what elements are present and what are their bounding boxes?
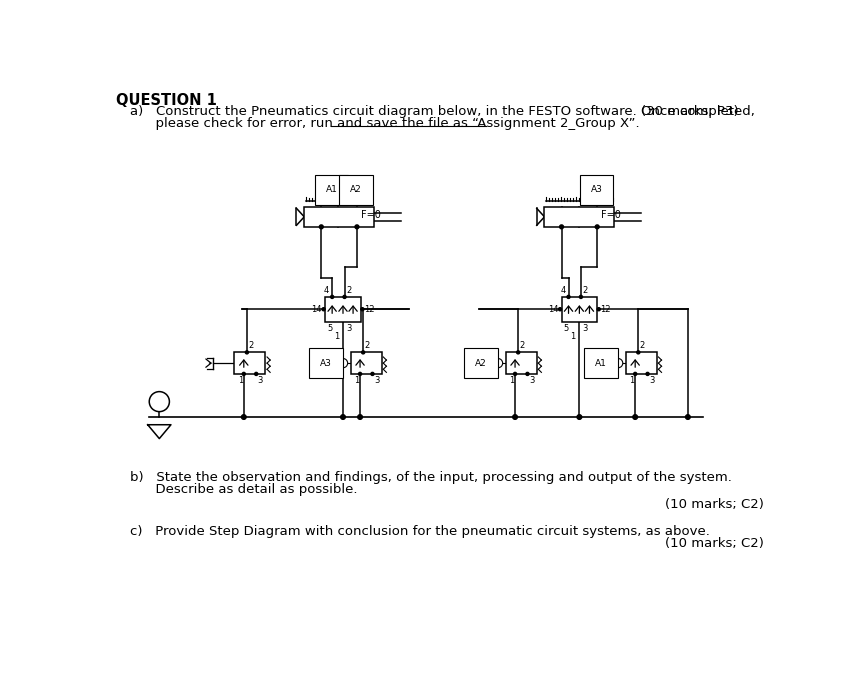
Circle shape [343, 295, 346, 298]
Text: 4: 4 [324, 286, 329, 295]
Text: 1: 1 [334, 332, 339, 341]
Text: 2: 2 [519, 341, 524, 350]
Circle shape [360, 308, 364, 311]
Bar [544, 207, 613, 227]
Circle shape [242, 372, 245, 376]
Text: (10 marks; C2): (10 marks; C2) [664, 498, 763, 511]
Text: please check for error, run and save the file as “Assignment 2_Group X”.: please check for error, run and save the… [130, 117, 639, 130]
Circle shape [512, 415, 517, 419]
Bar [625, 352, 656, 374]
Text: A2: A2 [475, 358, 486, 367]
Text: 1: 1 [629, 376, 634, 385]
Circle shape [357, 415, 362, 419]
Circle shape [685, 415, 689, 419]
Text: A1: A1 [325, 185, 337, 194]
Circle shape [492, 358, 502, 368]
Circle shape [322, 308, 325, 311]
Circle shape [371, 372, 373, 376]
Circle shape [576, 415, 581, 419]
Circle shape [595, 225, 598, 228]
Text: 1: 1 [570, 332, 575, 341]
Circle shape [632, 415, 636, 419]
Circle shape [596, 308, 600, 311]
Text: 14: 14 [311, 305, 322, 314]
Circle shape [513, 372, 516, 376]
Circle shape [241, 415, 246, 419]
Circle shape [319, 225, 323, 228]
Text: a)   Construct the Pneumatics circuit diagram below, in the FESTO software. Once: a) Construct the Pneumatics circuit diag… [130, 105, 754, 118]
Text: 3: 3 [346, 324, 351, 333]
Circle shape [331, 295, 333, 298]
Circle shape [645, 372, 648, 376]
Bar [304, 207, 373, 227]
Circle shape [361, 351, 365, 354]
Bar [561, 297, 596, 321]
Text: 2: 2 [365, 341, 370, 350]
Circle shape [526, 372, 528, 376]
Text: QUESTION 1: QUESTION 1 [116, 93, 216, 108]
Bar [234, 352, 265, 374]
Circle shape [558, 308, 561, 311]
Text: A3: A3 [320, 358, 331, 367]
Text: 12: 12 [364, 305, 374, 314]
Circle shape [354, 225, 359, 228]
Text: 2: 2 [582, 286, 587, 295]
Text: 5: 5 [563, 324, 568, 333]
Circle shape [338, 358, 348, 368]
Text: A3: A3 [590, 185, 602, 194]
Circle shape [340, 415, 345, 419]
Text: 1: 1 [354, 376, 360, 385]
Text: (10 marks; C2): (10 marks; C2) [664, 537, 763, 550]
Text: b)   State the observation and findings, of the input, processing and output of : b) State the observation and findings, o… [130, 471, 731, 484]
Circle shape [255, 372, 257, 376]
Bar [505, 352, 536, 374]
Circle shape [567, 295, 569, 298]
Text: 2: 2 [639, 341, 644, 350]
Text: 3: 3 [582, 324, 587, 333]
Circle shape [149, 392, 170, 412]
Text: Describe as detail as possible.: Describe as detail as possible. [130, 484, 357, 497]
Circle shape [245, 351, 248, 354]
Bar [350, 352, 382, 374]
Text: 5: 5 [327, 324, 332, 333]
Text: 2: 2 [248, 341, 253, 350]
Circle shape [358, 372, 361, 376]
Text: 12: 12 [600, 305, 610, 314]
Text: 3: 3 [648, 376, 653, 385]
Text: F=0: F=0 [601, 210, 620, 220]
Text: A1: A1 [595, 358, 607, 367]
Circle shape [636, 351, 639, 354]
Bar [325, 297, 360, 321]
Text: 1: 1 [238, 376, 243, 385]
Text: 3: 3 [373, 376, 379, 385]
Text: 3: 3 [528, 376, 533, 385]
Text: 4: 4 [560, 286, 565, 295]
Circle shape [633, 372, 636, 376]
Text: (30 marks; P3): (30 marks; P3) [641, 105, 738, 118]
Circle shape [559, 225, 563, 228]
Text: c)   Provide Step Diagram with conclusion for the pneumatic circuit systems, as : c) Provide Step Diagram with conclusion … [130, 525, 709, 538]
Text: 3: 3 [257, 376, 262, 385]
Text: A2: A2 [350, 185, 361, 194]
Circle shape [613, 358, 622, 368]
Circle shape [579, 295, 582, 298]
Text: 1: 1 [509, 376, 514, 385]
Text: 2: 2 [346, 286, 351, 295]
Text: F=0: F=0 [360, 210, 380, 220]
Circle shape [516, 351, 519, 354]
Text: 14: 14 [547, 305, 558, 314]
